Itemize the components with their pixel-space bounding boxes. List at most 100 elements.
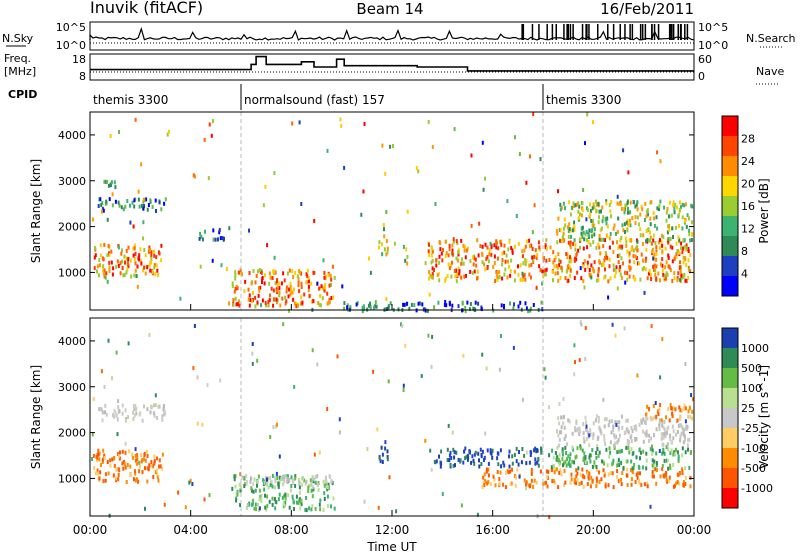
heatmap-cell [604,442,607,447]
heatmap-cell [318,450,321,455]
heatmap-cell [564,434,567,439]
station-title: Inuvik (fitACF) [90,0,203,17]
heatmap-cell [159,464,162,469]
heatmap-cell [586,482,589,486]
heatmap-cell [103,268,106,273]
heatmap-cell [98,273,100,278]
heatmap-cell [624,280,627,285]
heatmap-cell [498,367,501,372]
heatmap-cell [460,261,463,266]
heatmap-cell [669,437,672,442]
heatmap-cell [568,419,571,424]
heatmap-cell [540,300,543,305]
heatmap-cell [100,462,102,467]
heatmap-cell [607,423,610,428]
heatmap-cell [346,305,349,310]
heatmap-cell [343,306,346,311]
heatmap-cell [202,237,204,242]
heatmap-cell [588,433,591,438]
heatmap-cell [336,354,339,359]
heatmap-cell [441,492,444,497]
heatmap-cell [435,263,438,268]
heatmap-cell [239,488,242,493]
heatmap-cell [380,445,383,450]
heatmap-cell [633,260,636,265]
heatmap-cell [428,253,431,258]
heatmap-cell [447,253,450,258]
heatmap-cell [574,480,577,485]
heatmap-cell [153,459,156,464]
heatmap-cell [118,409,121,413]
heatmap-cell [576,471,579,476]
heatmap-cell [651,470,654,474]
heatmap-cell [238,271,241,275]
heatmap-cell [97,448,100,453]
heatmap-cell [271,502,274,507]
heatmap-cell [675,241,678,246]
heatmap-cell [122,207,125,212]
heatmap-cell [99,470,102,475]
heatmap-cell [642,258,644,263]
heatmap-cell [525,480,528,485]
heatmap-cell [681,226,684,231]
heatmap-cell [485,469,488,474]
heatmap-cell [653,459,656,464]
heatmap-cell [569,268,572,273]
heatmap-cell [104,478,107,483]
heatmap-cell [132,224,135,229]
heatmap-cell [590,453,593,458]
heatmap-cell [655,249,658,254]
heatmap-cell [587,231,590,236]
heatmap-cell [362,304,365,309]
heatmap-cell [558,452,561,457]
heatmap-cell [635,246,638,251]
heatmap-cell [427,119,430,124]
heatmap-cell [640,482,643,487]
heatmap-cell [545,238,548,243]
heatmap-cell [532,112,535,117]
heatmap-cell [476,238,479,243]
heatmap-cell [525,306,528,311]
heatmap-cell [590,475,593,480]
heatmap-cell [453,450,456,455]
heatmap-cell [669,237,672,241]
colorbar-swatch [722,368,738,389]
heatmap-cell [263,487,266,492]
heatmap-cell [483,479,486,484]
heatmap-cell [620,235,623,240]
heatmap-cell [372,369,375,374]
heatmap-cell [196,421,199,426]
heatmap-cell [689,415,692,420]
heatmap-cell [598,479,601,484]
heatmap-cell [199,264,202,269]
heatmap-cell [131,455,134,460]
heatmap-cell [612,428,614,433]
heatmap-cell [585,424,588,429]
heatmap-cell [671,226,674,231]
heatmap-cell [448,243,451,248]
heatmap-cell [452,237,455,242]
heatmap-cell [690,238,693,242]
heatmap-cell [677,424,680,428]
heatmap-cell [672,429,675,434]
heatmap-cell [133,243,136,248]
heatmap-cell [504,267,507,272]
heatmap-cell [493,243,496,248]
heatmap-cell [575,421,578,425]
heatmap-cell [150,260,153,264]
heatmap-cell [438,278,441,283]
heatmap-cell [397,307,400,312]
heatmap-cell [102,479,105,484]
heatmap-cell [480,462,483,466]
colorbar-tick-label: 16 [741,200,755,213]
heatmap-cell [563,469,566,473]
heatmap-cell [299,498,302,503]
heatmap-cell [438,454,440,459]
heatmap-cell [327,482,330,487]
heatmap-cell [233,477,236,482]
heatmap-cell [269,483,272,488]
heatmap-cell [502,482,505,487]
heatmap-cell [232,302,235,307]
heatmap-cell [643,290,646,295]
heatmap-cell [654,268,657,273]
